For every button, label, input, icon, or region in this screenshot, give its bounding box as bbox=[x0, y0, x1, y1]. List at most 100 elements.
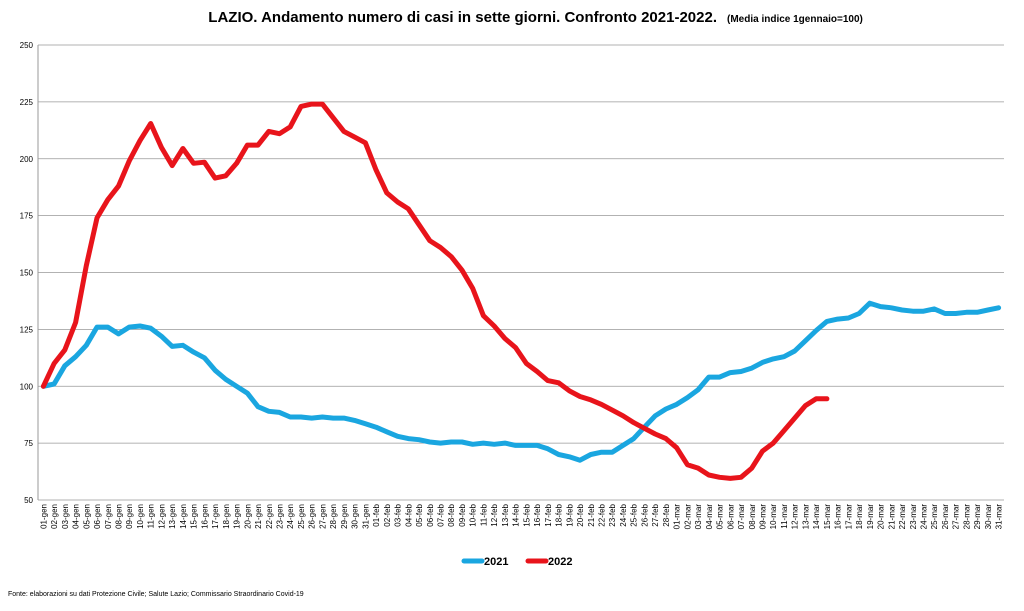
x-tick-label: 16-feb bbox=[533, 503, 542, 526]
x-tick-label: 31-gen bbox=[361, 504, 370, 529]
x-tick-label: 01-gen bbox=[39, 504, 48, 529]
x-tick-label: 12-gen bbox=[157, 504, 166, 529]
x-tick-label: 15-mar bbox=[823, 504, 832, 530]
x-tick-label: 27-mar bbox=[952, 504, 961, 530]
x-tick-label: 30-gen bbox=[351, 504, 360, 529]
x-tick-label: 13-gen bbox=[168, 504, 177, 529]
x-tick-label: 09-gen bbox=[125, 504, 134, 529]
x-tick-label: 13-mar bbox=[801, 504, 810, 530]
x-tick-label: 21-feb bbox=[587, 503, 596, 526]
x-tick-label: 21-mar bbox=[887, 504, 896, 530]
x-tick-label: 04-mar bbox=[705, 504, 714, 530]
x-tick-label: 26-feb bbox=[640, 503, 649, 526]
x-tick-label: 07-mar bbox=[737, 504, 746, 530]
legend-label: 2022 bbox=[548, 556, 572, 568]
series-line bbox=[40, 300, 1002, 463]
y-tick-label: 250 bbox=[20, 41, 34, 50]
x-tick-label: 02-mar bbox=[683, 504, 692, 530]
x-tick-label: 26-mar bbox=[941, 504, 950, 530]
x-tick-label: 24-mar bbox=[920, 504, 929, 530]
x-tick-label: 22-feb bbox=[598, 503, 607, 526]
x-tick-label: 19-gen bbox=[233, 504, 242, 529]
x-tick-label: 19-feb bbox=[565, 503, 574, 526]
x-tick-label: 22-gen bbox=[265, 504, 274, 529]
x-tick-label: 20-mar bbox=[877, 504, 886, 530]
x-tick-label: 07-gen bbox=[104, 504, 113, 529]
x-tick-label: 28-gen bbox=[329, 504, 338, 529]
y-tick-label: 50 bbox=[24, 496, 33, 505]
x-tick-label: 22-mar bbox=[898, 504, 907, 530]
source: Fonte: elaborazioni su dati Protezione C… bbox=[8, 591, 304, 598]
y-tick-label: 175 bbox=[20, 212, 34, 221]
x-tick-label: 23-mar bbox=[909, 504, 918, 530]
x-tick-label: 03-feb bbox=[394, 503, 403, 526]
chart-subtitle: (Media indice 1gennaio=100) bbox=[727, 14, 863, 25]
x-tick-label: 12-mar bbox=[791, 504, 800, 530]
x-tick-label: 08-feb bbox=[447, 503, 456, 526]
y-tick-label: 125 bbox=[20, 325, 34, 334]
x-tick-label: 05-mar bbox=[716, 504, 725, 530]
x-tick-label: 08-mar bbox=[748, 504, 757, 530]
x-tick-label: 20-feb bbox=[576, 503, 585, 526]
x-tick-label: 18-gen bbox=[222, 504, 231, 529]
x-tick-label: 18-mar bbox=[855, 504, 864, 530]
y-tick-label: 100 bbox=[20, 382, 34, 391]
x-tick-label: 21-gen bbox=[254, 504, 263, 529]
x-tick-label: 27-feb bbox=[651, 503, 660, 526]
x-tick-label: 17-gen bbox=[211, 504, 220, 529]
chart-title: LAZIO. Andamento numero di casi in sette… bbox=[208, 9, 717, 26]
x-tick-label: 10-feb bbox=[469, 503, 478, 526]
x-tick-label: 06-gen bbox=[93, 504, 102, 529]
x-tick-label: 24-feb bbox=[619, 503, 628, 526]
x-tick-label: 02-gen bbox=[50, 504, 59, 529]
y-tick-label: 225 bbox=[20, 98, 34, 107]
x-tick-label: 24-gen bbox=[286, 504, 295, 529]
x-tick-label: 11-feb bbox=[479, 503, 488, 526]
x-tick-label: 13-feb bbox=[501, 503, 510, 526]
x-tick-label: 09-mar bbox=[759, 504, 768, 530]
series-line bbox=[40, 101, 830, 481]
x-tick-label: 28-feb bbox=[662, 503, 671, 526]
x-tick-label: 14-feb bbox=[512, 503, 521, 526]
x-tick-label: 15-gen bbox=[190, 504, 199, 529]
x-tick-label: 05-gen bbox=[82, 504, 91, 529]
x-tick-label: 23-gen bbox=[276, 504, 285, 529]
x-tick-label: 28-mar bbox=[962, 504, 971, 530]
x-tick-label: 25-mar bbox=[930, 504, 939, 530]
x-tick-label: 20-gen bbox=[243, 504, 252, 529]
x-tick-label: 03-gen bbox=[61, 504, 70, 529]
y-tick-label: 75 bbox=[24, 439, 33, 448]
x-tick-label: 16-gen bbox=[200, 504, 209, 529]
x-tick-label: 12-feb bbox=[490, 503, 499, 526]
x-tick-label: 16-mar bbox=[834, 504, 843, 530]
y-tick-label: 200 bbox=[20, 155, 34, 164]
x-tick-label: 31-mar bbox=[995, 504, 1004, 530]
x-tick-label: 04-gen bbox=[72, 504, 81, 529]
x-tick-label: 05-feb bbox=[415, 503, 424, 526]
x-tick-label: 03-mar bbox=[694, 504, 703, 530]
x-tick-label: 29-mar bbox=[973, 504, 982, 530]
x-tick-label: 19-mar bbox=[866, 504, 875, 530]
x-tick-label: 26-gen bbox=[308, 504, 317, 529]
x-tick-label: 17-mar bbox=[844, 504, 853, 530]
x-tick-label: 02-feb bbox=[383, 503, 392, 526]
x-tick-label: 01-mar bbox=[673, 504, 682, 530]
x-tick-label: 30-mar bbox=[984, 504, 993, 530]
x-tick-label: 11-gen bbox=[147, 504, 156, 528]
x-tick-label: 18-feb bbox=[555, 503, 564, 526]
x-tick-label: 06-mar bbox=[726, 504, 735, 530]
x-tick-label: 10-mar bbox=[769, 504, 778, 530]
x-tick-label: 07-feb bbox=[437, 503, 446, 526]
x-tick-label: 25-gen bbox=[297, 504, 306, 529]
x-tick-label: 06-feb bbox=[426, 503, 435, 526]
x-tick-label: 14-mar bbox=[812, 504, 821, 530]
x-tick-label: 14-gen bbox=[179, 504, 188, 529]
y-tick-label: 150 bbox=[20, 269, 34, 278]
x-tick-label: 04-feb bbox=[404, 503, 413, 526]
x-tick-label: 29-gen bbox=[340, 504, 349, 529]
legend-label: 2021 bbox=[484, 556, 508, 568]
x-tick-label: 01-feb bbox=[372, 503, 381, 526]
x-tick-label: 17-feb bbox=[544, 503, 553, 526]
x-tick-label: 23-feb bbox=[608, 503, 617, 526]
